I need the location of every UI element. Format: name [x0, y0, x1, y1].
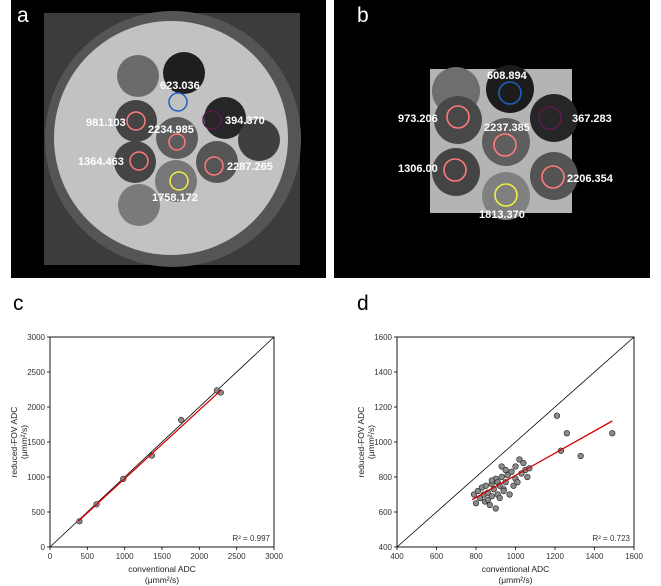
vial [238, 119, 280, 161]
roi-label: 2234.985 [148, 124, 194, 136]
phantom-image-a: 623.036 981.103 2234.985 394.370 1364.46… [44, 11, 301, 267]
roi-circle [202, 110, 222, 130]
x-tick-label: 2500 [228, 552, 246, 561]
x-axis-label: conventional ADC [128, 564, 196, 574]
roi-circle [493, 133, 517, 157]
y-tick-label: 0 [41, 543, 46, 552]
roi-circle [168, 92, 188, 112]
vial [114, 141, 156, 183]
y-tick-label: 3000 [27, 333, 45, 342]
vial [482, 172, 530, 220]
x-tick-label: 1500 [153, 552, 171, 561]
roi-circle [494, 183, 518, 207]
roi-label: 2237.385 [484, 122, 530, 134]
r-squared-annotation: R² = 0.997 [232, 534, 270, 543]
y-tick-label: 1500 [27, 438, 45, 447]
roi-circle [541, 165, 565, 189]
vial [115, 100, 157, 142]
panel-letter-d: d [357, 292, 369, 315]
roi-label: 1758.172 [152, 192, 198, 204]
data-point [120, 475, 127, 482]
roi-label: 623.036 [160, 80, 200, 92]
vial [432, 148, 480, 196]
vial [486, 65, 534, 113]
vial [482, 118, 530, 166]
roi-circle [538, 106, 562, 130]
x-tick-label: 3000 [265, 552, 283, 561]
roi-label: 981.103 [86, 117, 126, 129]
x-tick-label: 2000 [190, 552, 208, 561]
vial [530, 152, 578, 200]
vial [117, 55, 159, 97]
roi-circle [498, 81, 522, 105]
vial [156, 117, 198, 159]
roi-label: 2206.354 [567, 173, 614, 185]
vial [530, 94, 578, 142]
roi-label: 394.370 [225, 115, 265, 127]
vial [155, 160, 197, 202]
roi-circle [126, 111, 146, 131]
y-axis-unit: (μmm²/s) [19, 425, 29, 459]
data-point [178, 416, 185, 424]
roi-circle [204, 156, 224, 176]
roi-label: 1306.00 [398, 163, 438, 175]
roi-circle [446, 105, 470, 129]
x-tick-label: 0 [48, 552, 53, 561]
phantom-image-b: 608.894 973.206 2237.385 367.283 1306.00… [398, 65, 614, 221]
vial [118, 184, 160, 226]
roi-label: 367.283 [572, 113, 612, 125]
panel-letter-b: b [357, 4, 369, 27]
panel-letter-a: a [17, 4, 29, 27]
x-axis-unit: (μmm²/s) [145, 575, 179, 585]
data-point [76, 518, 83, 525]
y-tick-label: 2500 [27, 368, 45, 377]
roi-label: 1364.463 [78, 156, 124, 168]
y-tick-label: 2000 [27, 403, 45, 412]
roi-label: 1813.370 [479, 209, 525, 221]
y-tick-label: 500 [32, 508, 46, 517]
panel-letter-c: c [13, 292, 24, 315]
roi-circle [129, 151, 149, 171]
regression-line [77, 389, 222, 522]
x-tick-label: 500 [81, 552, 95, 561]
vial [196, 141, 238, 183]
vial [163, 52, 205, 94]
roi-label: 608.894 [487, 70, 528, 82]
roi-circle [169, 171, 189, 191]
roi-label: 2287.265 [227, 161, 273, 173]
vial [434, 96, 482, 144]
roi-circle [168, 133, 186, 151]
roi-circle [443, 158, 467, 182]
roi-label: 973.206 [398, 113, 438, 125]
y-axis-label: reduced-FOV ADC [9, 407, 19, 478]
y-tick-label: 1000 [27, 473, 45, 482]
x-tick-label: 1000 [116, 552, 134, 561]
